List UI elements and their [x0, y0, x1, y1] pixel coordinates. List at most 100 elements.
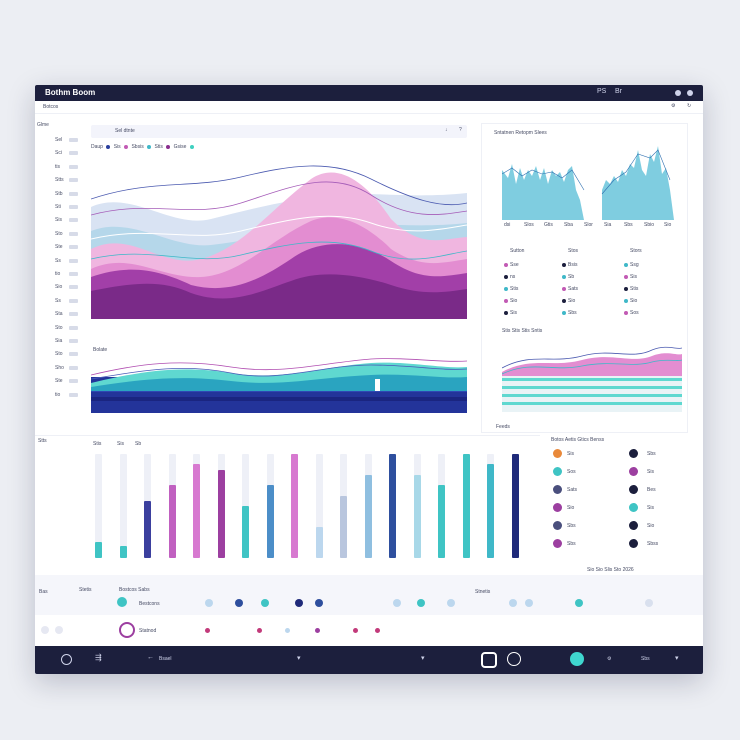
minimize-icon[interactable]: [675, 90, 681, 96]
more-icon[interactable]: ?: [459, 127, 462, 133]
footer-chip-3[interactable]: [261, 599, 269, 607]
sidebar-item-label[interactable]: Ss: [55, 297, 61, 304]
bottom-icon-right[interactable]: ⚙: [607, 656, 612, 662]
legend-item-right-icon[interactable]: [629, 503, 638, 512]
sidebar-item-label[interactable]: Sio: [55, 284, 63, 291]
table-cell: Ssg: [630, 262, 639, 268]
bar-16[interactable]: [462, 454, 470, 558]
bar-9[interactable]: [291, 454, 298, 558]
legend-item-icon[interactable]: [553, 467, 562, 476]
footer-chip-6[interactable]: [393, 599, 401, 607]
legend-item-right-icon[interactable]: [629, 467, 638, 476]
table-row-dot: [504, 263, 508, 267]
bar-7[interactable]: [242, 506, 249, 558]
sidebar-item-label[interactable]: Ste: [55, 244, 63, 251]
title-right-1[interactable]: PS: [597, 88, 607, 95]
bar-1[interactable]: [95, 542, 102, 558]
footer-chip-10[interactable]: [525, 599, 533, 607]
refresh-icon[interactable]: ↻: [687, 103, 692, 109]
sidebar-item-label[interactable]: Ss: [55, 257, 61, 264]
chevron-down-icon[interactable]: ▾: [297, 655, 301, 662]
sidebar-item-label[interactable]: Sis: [55, 217, 62, 224]
sidebar-item-label[interactable]: tis: [55, 163, 60, 170]
bar-6[interactable]: [217, 469, 225, 558]
title-right-2[interactable]: Br: [615, 88, 622, 95]
wave-chart-label: Bolate: [93, 347, 108, 353]
sidebar-item-label[interactable]: Sel: [55, 137, 63, 143]
bar-12[interactable]: [364, 474, 372, 558]
footer-chip-2[interactable]: [235, 599, 243, 607]
sidebar-item-label[interactable]: tio: [55, 271, 61, 277]
footer-chip-4[interactable]: [295, 599, 303, 607]
footer-chip-1[interactable]: [205, 599, 213, 607]
bar-5[interactable]: [193, 464, 200, 558]
footer2-dot-4[interactable]: [315, 628, 320, 633]
legend-item-right-icon[interactable]: [629, 521, 638, 530]
sidebar-item-label[interactable]: Ste: [55, 378, 63, 385]
sidebar-item-label[interactable]: Sia: [55, 338, 63, 344]
legend-item-right-icon[interactable]: [629, 539, 638, 548]
sidebar-item-label[interactable]: Stts: [55, 177, 64, 184]
footer-left[interactable]: Bas: [39, 589, 48, 595]
sidebar-item-chip: [69, 164, 78, 169]
footer2-dot-2[interactable]: [257, 628, 262, 633]
sidebar-item-label[interactable]: Sto: [55, 351, 63, 358]
footer2-dot-1[interactable]: [205, 628, 210, 633]
legend-item-icon[interactable]: [553, 485, 562, 494]
legend-item-icon[interactable]: [553, 449, 562, 458]
stop-button[interactable]: [481, 652, 497, 668]
bar-13[interactable]: [389, 454, 396, 558]
sidebar-item-label[interactable]: Sci: [55, 150, 62, 157]
footer-chip-8[interactable]: [447, 599, 455, 607]
footer-chip-9[interactable]: [509, 599, 517, 607]
legend-dot-0: [106, 144, 111, 149]
play-button[interactable]: [507, 652, 521, 666]
footer-toggle[interactable]: [117, 597, 127, 607]
footer-chip-7[interactable]: [417, 599, 425, 607]
footer-chip-12[interactable]: [645, 599, 653, 607]
footer2-dot-5[interactable]: [353, 628, 358, 633]
footer2-record-icon[interactable]: [119, 622, 135, 638]
footer2-dot-3[interactable]: [285, 628, 290, 633]
sidebar-item-label[interactable]: Sho: [55, 364, 64, 371]
bar-4[interactable]: [168, 485, 176, 558]
legend-item-right-icon[interactable]: [629, 485, 638, 494]
toolbar-label[interactable]: Botcos: [43, 104, 59, 110]
bar-15[interactable]: [438, 485, 445, 558]
settings-icon[interactable]: ⚙: [671, 103, 676, 109]
close-icon[interactable]: [687, 90, 693, 96]
table-row-dot: [562, 275, 566, 279]
back-icon[interactable]: ←: [147, 654, 154, 661]
legend-heading: Botos Aetis Gtics Benss: [551, 437, 605, 443]
clock-icon[interactable]: [61, 654, 72, 665]
bar-14[interactable]: [413, 474, 421, 558]
sidebar-item-label[interactable]: Sta: [55, 311, 63, 318]
footer-chip-5[interactable]: [315, 599, 323, 607]
wave-marker[interactable]: [375, 379, 380, 391]
chevron-down-icon-2[interactable]: ▾: [421, 655, 425, 662]
sidebar-item-label[interactable]: Stb: [55, 190, 63, 197]
share-icon[interactable]: ⇶: [95, 653, 102, 662]
status-indicator[interactable]: [570, 652, 584, 666]
footer2-icon-1[interactable]: [41, 626, 49, 634]
bar-2[interactable]: [119, 545, 127, 558]
footer-chip-11[interactable]: [575, 599, 583, 607]
download-icon[interactable]: ↓: [445, 127, 448, 133]
legend-item-right-icon[interactable]: [629, 449, 638, 458]
sidebar-item-label[interactable]: Sti: [55, 204, 61, 210]
bar-11[interactable]: [340, 495, 347, 558]
chevron-down-icon-3[interactable]: ▾: [675, 655, 679, 662]
legend-item-icon[interactable]: [553, 521, 562, 530]
bar-8[interactable]: [266, 485, 274, 558]
bar-18[interactable]: [511, 454, 519, 558]
bar-17[interactable]: [487, 464, 494, 558]
footer2-icon-2[interactable]: [55, 626, 63, 634]
bar-10[interactable]: [315, 526, 323, 558]
sidebar-item-label[interactable]: Sto: [55, 230, 63, 237]
legend-item-icon[interactable]: [553, 539, 562, 548]
bar-3[interactable]: [144, 500, 151, 558]
legend-item-icon[interactable]: [553, 503, 562, 512]
sidebar-item-label[interactable]: Sto: [55, 324, 63, 331]
sidebar-item-label[interactable]: tio: [55, 391, 61, 398]
footer2-dot-6[interactable]: [375, 628, 380, 633]
